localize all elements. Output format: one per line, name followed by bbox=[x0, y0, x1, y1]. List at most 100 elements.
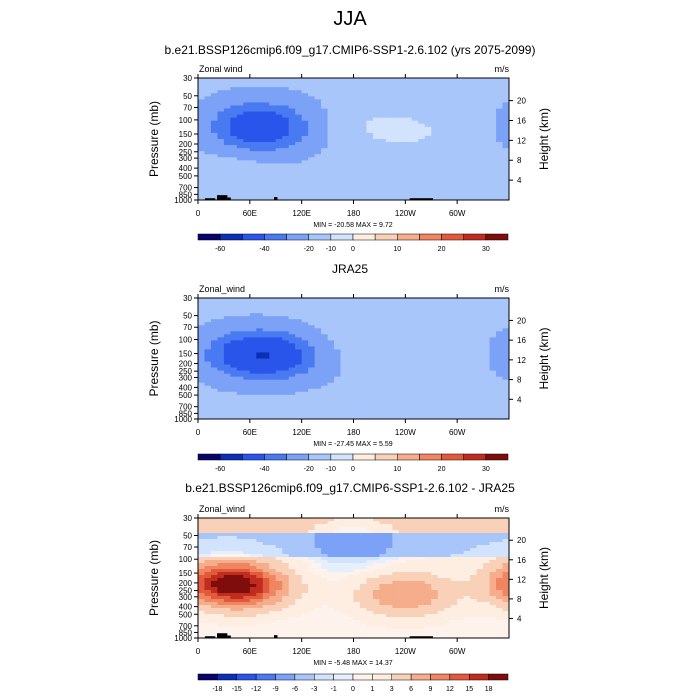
contour-cell bbox=[353, 343, 361, 347]
contour-cell bbox=[288, 102, 296, 106]
contour-cell bbox=[340, 394, 348, 399]
contour-cell bbox=[476, 385, 484, 390]
contour-cell bbox=[366, 322, 374, 326]
contour-cell bbox=[431, 81, 439, 85]
contour-cell bbox=[282, 343, 290, 347]
contour-cell bbox=[411, 142, 419, 146]
contour-cell bbox=[385, 139, 393, 143]
contour-cell bbox=[372, 373, 380, 378]
contour-cell bbox=[243, 593, 251, 597]
contour-cell bbox=[398, 355, 406, 359]
contour-cell bbox=[236, 614, 244, 618]
contour-cell bbox=[496, 135, 503, 140]
contour-cell bbox=[256, 602, 264, 606]
contour-cell bbox=[204, 87, 212, 91]
contour-cell bbox=[210, 539, 218, 543]
contour-cell bbox=[262, 376, 270, 381]
contour-cell bbox=[424, 135, 432, 140]
contour-cell bbox=[385, 123, 393, 128]
contour-cell bbox=[489, 337, 497, 341]
contour-cell bbox=[450, 391, 458, 396]
contour-cell bbox=[444, 319, 452, 323]
contour-cell bbox=[483, 142, 490, 146]
contour-cell bbox=[262, 99, 270, 103]
contour-cell bbox=[282, 132, 290, 137]
contour-cell bbox=[392, 117, 400, 122]
contour-cell bbox=[223, 370, 231, 375]
contour-cell bbox=[476, 81, 484, 85]
contour-cell bbox=[496, 394, 503, 399]
contour-cell bbox=[308, 391, 316, 396]
contour-cell bbox=[210, 132, 218, 137]
contour-cell bbox=[243, 145, 251, 149]
contour-cell bbox=[321, 394, 328, 399]
contour-cell bbox=[314, 346, 322, 350]
contour-cell bbox=[243, 328, 251, 332]
contour-cell bbox=[204, 361, 212, 365]
contour-cell bbox=[463, 123, 471, 128]
contour-cell bbox=[418, 406, 426, 411]
contour-cell bbox=[450, 87, 458, 91]
contour-cell bbox=[366, 135, 374, 140]
contour-cell bbox=[295, 316, 303, 320]
contour-cell bbox=[295, 626, 303, 630]
contour-cell bbox=[217, 578, 225, 582]
contour-cell bbox=[269, 313, 277, 317]
contour-cell bbox=[308, 301, 316, 305]
contour-cell bbox=[398, 175, 406, 180]
contour-cell bbox=[249, 301, 257, 305]
contour-cell bbox=[418, 172, 426, 176]
contour-cell bbox=[256, 319, 264, 323]
contour-cell bbox=[269, 533, 277, 537]
contour-cell bbox=[411, 322, 419, 326]
contour-cell bbox=[424, 81, 432, 85]
contour-cell bbox=[457, 331, 465, 335]
contour-cell bbox=[210, 151, 218, 155]
contour-cell bbox=[334, 322, 341, 326]
contour-cell bbox=[489, 96, 497, 100]
contour-cell bbox=[463, 148, 471, 152]
contour-cell bbox=[340, 96, 348, 100]
contour-cell bbox=[392, 160, 400, 164]
contour-cell bbox=[230, 117, 238, 122]
colorbar-label: -20 bbox=[304, 466, 314, 473]
contour-cell bbox=[230, 187, 238, 192]
contour-cell bbox=[496, 108, 503, 112]
contour-cell bbox=[353, 190, 361, 195]
contour-cell bbox=[385, 157, 393, 161]
colorbar-label: -60 bbox=[215, 246, 225, 253]
contour-cell bbox=[230, 126, 238, 131]
contour-cell bbox=[483, 81, 490, 85]
contour-cell bbox=[321, 605, 328, 609]
contour-cell bbox=[210, 301, 218, 305]
contour-cell bbox=[308, 163, 316, 167]
contour-cell bbox=[282, 581, 290, 585]
contour-cell bbox=[424, 319, 432, 323]
contour-cell bbox=[314, 575, 322, 579]
contour-cell bbox=[372, 328, 380, 332]
contour-cell bbox=[418, 337, 426, 341]
contour-cell bbox=[483, 412, 490, 417]
contour-cell bbox=[327, 542, 335, 546]
contour-cell bbox=[249, 187, 257, 192]
contour-cell bbox=[398, 154, 406, 158]
contour-cell bbox=[457, 148, 465, 152]
contour-cell bbox=[295, 361, 303, 365]
contour-cell bbox=[444, 364, 452, 368]
contour-cell bbox=[347, 572, 354, 576]
contour-cell bbox=[314, 557, 322, 561]
contour-cell bbox=[327, 78, 335, 82]
contour-cell bbox=[256, 160, 264, 164]
contour-cell bbox=[308, 400, 316, 405]
contour-cell bbox=[334, 397, 341, 402]
contour-cell bbox=[275, 322, 283, 326]
contour-cell bbox=[269, 126, 277, 131]
contour-cell bbox=[418, 81, 426, 85]
contour-cell bbox=[327, 319, 335, 323]
contour-cell bbox=[347, 385, 354, 390]
contour-cell bbox=[483, 190, 490, 195]
contour-cell bbox=[204, 548, 212, 552]
contour-cell bbox=[262, 409, 270, 414]
contour-cell bbox=[249, 524, 257, 528]
contour-cell bbox=[450, 190, 458, 195]
